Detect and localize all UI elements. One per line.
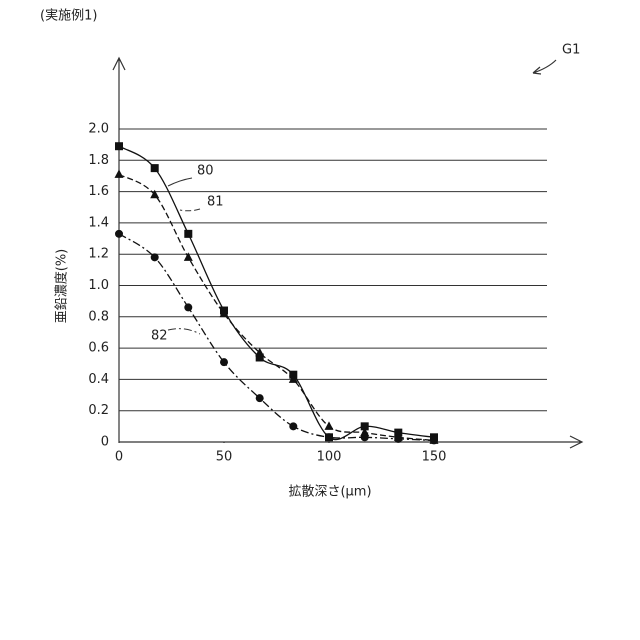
marker-square — [184, 230, 192, 238]
series-label: 81 — [207, 195, 224, 210]
x-tick-label: 0 — [115, 450, 123, 465]
marker-circle — [361, 433, 369, 441]
series-line — [119, 174, 434, 440]
marker-circle — [184, 303, 192, 311]
y-tick-label: 0.4 — [88, 372, 109, 387]
y-tick-label: 1.8 — [88, 153, 109, 168]
marker-triangle — [184, 252, 193, 260]
marker-circle — [325, 433, 333, 441]
marker-circle — [394, 435, 402, 443]
series-label: 82 — [151, 329, 168, 344]
x-axis-label: 拡散深さ(μm) — [288, 485, 371, 500]
y-tick-label: 1.2 — [88, 247, 109, 262]
y-tick-label: 0.2 — [88, 403, 109, 418]
x-tick-label: 100 — [317, 450, 342, 465]
y-tick-label: 1.0 — [88, 278, 109, 293]
marker-triangle — [325, 421, 334, 430]
marker-circle — [115, 230, 123, 238]
marker-square — [151, 164, 159, 172]
marker-circle — [256, 394, 264, 402]
series-leader — [180, 209, 200, 211]
series-line — [119, 146, 434, 439]
y-tick-label: 1.4 — [88, 215, 109, 230]
y-tick-label: 0.6 — [88, 341, 109, 356]
series-label: 80 — [197, 164, 214, 179]
marker-circle — [430, 436, 438, 444]
y-axis-label: 亜鉛濃度(%) — [54, 249, 70, 324]
y-tick-label: 0 — [101, 435, 109, 450]
y-tick-label: 2.0 — [88, 122, 109, 137]
marker-circle — [289, 422, 297, 430]
marker-circle — [220, 358, 228, 366]
x-tick-label: 50 — [216, 450, 233, 465]
series-leader — [168, 329, 200, 334]
chart-title: (実施例1) — [40, 8, 97, 24]
y-tick-label: 1.6 — [88, 184, 109, 199]
series-leader — [168, 178, 192, 186]
chart: (実施例1) G1 拡散深さ(μm) 亜鉛濃度(%) 0 0.2 0.4 0.6 0.8… — [0, 0, 640, 640]
marker-triangle — [115, 169, 124, 178]
figure-label: G1 — [562, 43, 580, 58]
figure-pointer — [533, 60, 556, 74]
marker-square — [115, 142, 123, 150]
marker-circle — [151, 253, 159, 261]
x-tick-label: 150 — [422, 450, 447, 465]
y-tick-label: 0.8 — [88, 309, 109, 324]
y-axis — [113, 58, 125, 442]
